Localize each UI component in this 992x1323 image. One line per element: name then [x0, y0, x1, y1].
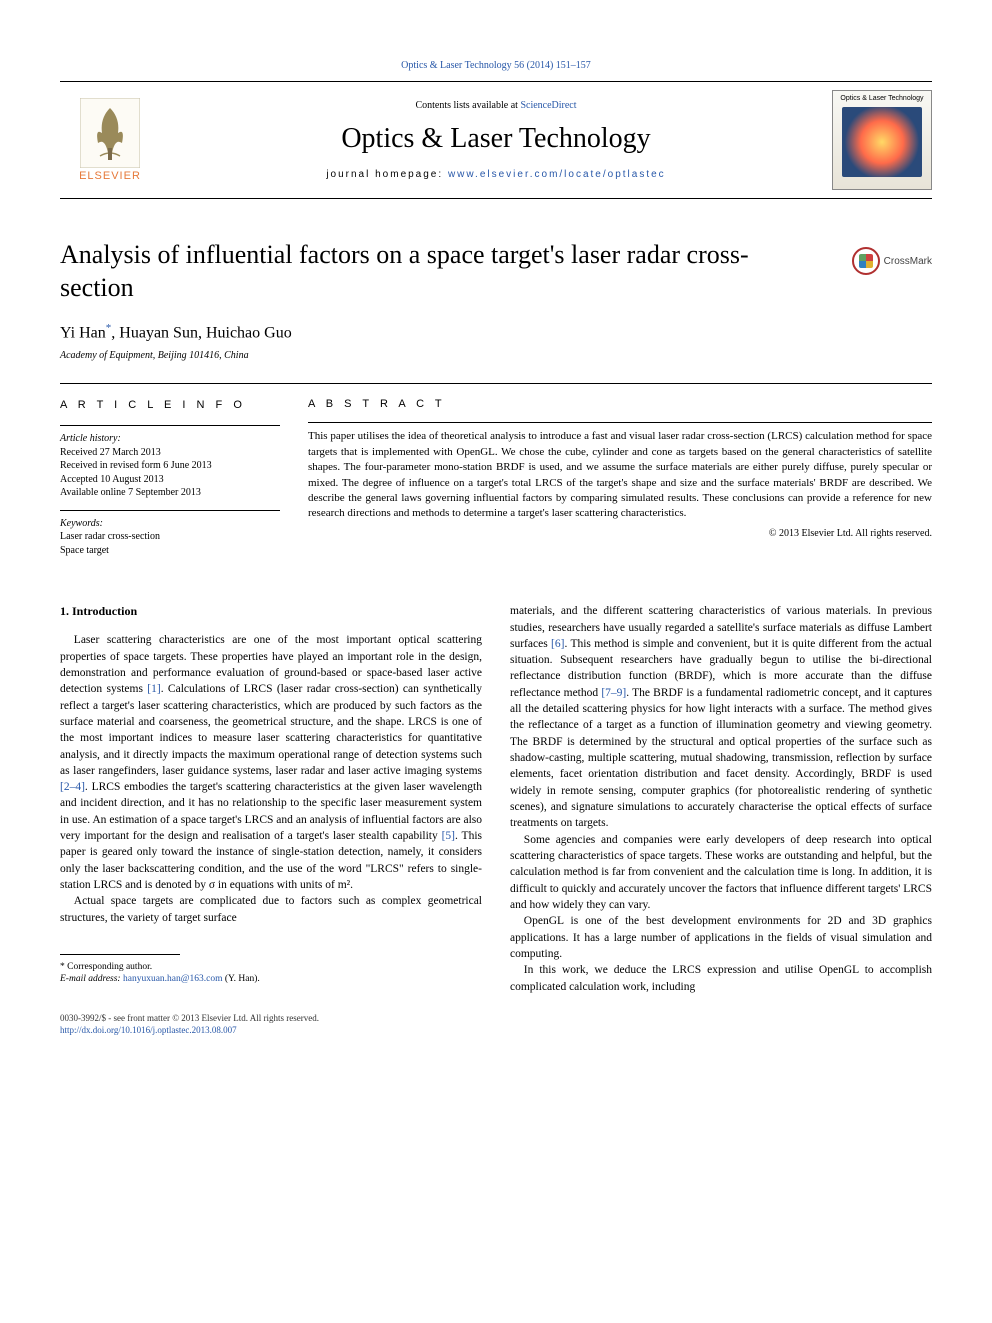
keywords-label: Keywords:: [60, 517, 280, 531]
journal-cover-thumb: Optics & Laser Technology: [832, 90, 932, 190]
intro-paragraph-2-cont: materials, and the different scattering …: [510, 603, 932, 832]
corresponding-marker: *: [106, 322, 112, 334]
intro-paragraph-1: Laser scattering characteristics are one…: [60, 632, 482, 893]
corresponding-label: * Corresponding author.: [60, 961, 482, 973]
doi-link[interactable]: http://dx.doi.org/10.1016/j.optlastec.20…: [60, 1025, 237, 1035]
history-received: Received 27 March 2013: [60, 446, 280, 460]
author-list: Yi Han*, Huayan Sun, Huichao Guo: [60, 322, 932, 342]
abstract-copyright: © 2013 Elsevier Ltd. All rights reserved…: [308, 528, 932, 539]
issn-line: 0030-3992/$ - see front matter © 2013 El…: [60, 1013, 932, 1025]
contents-prefix: Contents lists available at: [415, 100, 520, 111]
intro-paragraph-4: OpenGL is one of the best development en…: [510, 913, 932, 962]
journal-homepage-line: journal homepage: www.elsevier.com/locat…: [160, 169, 832, 180]
crossmark-badge[interactable]: CrossMark: [852, 247, 932, 275]
abstract-heading: A B S T R A C T: [308, 398, 932, 410]
publisher-logo: ELSEVIER: [60, 90, 160, 190]
keywords-block: Keywords: Laser radar cross-section Spac…: [60, 510, 280, 558]
email-suffix: (Y. Han).: [223, 974, 260, 984]
history-online: Available online 7 September 2013: [60, 486, 280, 500]
affiliation: Academy of Equipment, Beijing 101416, Ch…: [60, 350, 932, 361]
corresponding-email-link[interactable]: hanyuxuan.han@163.com: [123, 974, 223, 984]
intro-paragraph-2: Actual space targets are complicated due…: [60, 893, 482, 926]
article-title: Analysis of influential factors on a spa…: [60, 239, 780, 304]
ref-link-5[interactable]: [5]: [442, 830, 455, 842]
elsevier-tree-icon: [80, 98, 140, 168]
keyword-1: Laser radar cross-section: [60, 530, 280, 544]
body-column-left: 1. Introduction Laser scattering charact…: [60, 603, 482, 995]
ref-link-7-9[interactable]: [7–9]: [601, 687, 626, 699]
journal-cover-label: Optics & Laser Technology: [840, 95, 923, 103]
journal-homepage-link[interactable]: www.elsevier.com/locate/optlastec: [448, 169, 666, 180]
history-label: Article history:: [60, 432, 280, 446]
crossmark-label: CrossMark: [884, 256, 932, 267]
publisher-name: ELSEVIER: [79, 170, 141, 182]
body-column-right: materials, and the different scattering …: [510, 603, 932, 995]
abstract-text: This paper utilises the idea of theoreti…: [308, 422, 932, 521]
article-info-heading: A R T I C L E I N F O: [60, 398, 280, 413]
ref-link-2-4[interactable]: [2–4]: [60, 781, 85, 793]
footnote-separator: [60, 954, 180, 955]
email-label: E-mail address:: [60, 974, 123, 984]
contents-available-line: Contents lists available at ScienceDirec…: [160, 100, 832, 111]
history-accepted: Accepted 10 August 2013: [60, 473, 280, 487]
ref-link-6[interactable]: [6]: [551, 638, 564, 650]
ref-link-1[interactable]: [1]: [147, 683, 160, 695]
keyword-2: Space target: [60, 544, 280, 558]
homepage-prefix: journal homepage:: [326, 169, 448, 180]
history-revised: Received in revised form 6 June 2013: [60, 459, 280, 473]
intro-paragraph-5: In this work, we deduce the LRCS express…: [510, 962, 932, 995]
intro-paragraph-3: Some agencies and companies were early d…: [510, 832, 932, 914]
journal-name: Optics & Laser Technology: [160, 123, 832, 155]
sciencedirect-link[interactable]: ScienceDirect: [520, 100, 576, 111]
journal-cover-image: [842, 107, 922, 177]
page-footer: 0030-3992/$ - see front matter © 2013 El…: [60, 1013, 932, 1036]
crossmark-icon: [852, 247, 880, 275]
article-history-block: Article history: Received 27 March 2013 …: [60, 425, 280, 500]
section-1-heading: 1. Introduction: [60, 603, 482, 620]
author-2: Huayan Sun: [119, 324, 198, 341]
author-1: Yi Han: [60, 324, 106, 341]
journal-citation-link[interactable]: Optics & Laser Technology 56 (2014) 151–…: [401, 60, 591, 71]
corresponding-footnote: * Corresponding author. E-mail address: …: [60, 961, 482, 986]
journal-header: ELSEVIER Contents lists available at Sci…: [60, 81, 932, 199]
journal-citation-top: Optics & Laser Technology 56 (2014) 151–…: [60, 60, 932, 71]
author-3: Huichao Guo: [206, 324, 292, 341]
